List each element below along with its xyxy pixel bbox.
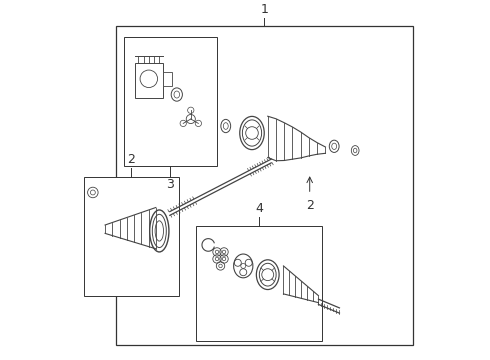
Bar — [163, 72, 172, 86]
Bar — [196, 226, 322, 341]
Text: 2: 2 — [127, 153, 135, 166]
Bar — [116, 26, 413, 345]
Text: 2: 2 — [306, 199, 314, 212]
Bar — [124, 37, 217, 166]
Text: 4: 4 — [255, 202, 263, 215]
Text: 1: 1 — [260, 3, 268, 16]
Bar — [84, 177, 178, 296]
Text: 3: 3 — [166, 179, 174, 192]
Bar — [135, 63, 163, 98]
